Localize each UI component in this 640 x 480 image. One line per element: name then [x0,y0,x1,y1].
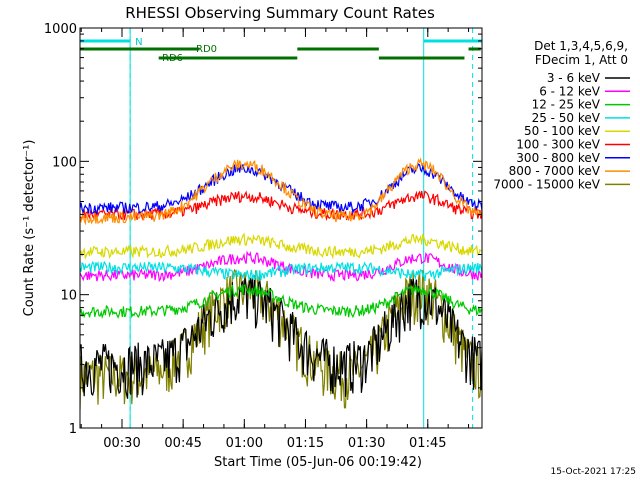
y-tick-label: 1 [69,422,77,437]
x-tick-label: 01:30 [348,436,385,451]
rd0-flag-label: RD0 [196,44,217,55]
night-flag-label: N [135,37,142,48]
legend-title-line-1: Det 1,3,4,5,6,9, [534,39,628,53]
series-line [80,232,482,260]
series-line [80,157,482,226]
legend-label: 800 - 7000 keV [509,164,601,178]
axes-layer: 00:30 00:45 01:00 01:15 01:30 01:45 1 10 100 1000 [44,22,482,451]
chart-title: RHESSI Observing Summary Count Rates [125,4,435,22]
x-tick-label: 01:00 [226,436,263,451]
series-line [80,260,482,282]
series-line [80,250,482,283]
x-tick-label: 01:45 [409,436,446,451]
legend-title-line-2: FDecim 1, Att 0 [535,53,628,67]
x-axis-label: Start Time (05-Jun-06 00:19:42) [214,455,422,470]
legend-label: 25 - 50 keV [532,111,601,125]
series-line [80,163,482,215]
y-tick-label: 100 [52,155,77,170]
legend-label: 7000 - 15000 keV [493,177,600,191]
legend-label: 6 - 12 keV [539,84,601,98]
x-tick-label: 01:15 [287,436,324,451]
y-tick-label: 10 [60,289,77,304]
series-line [80,284,482,319]
plot-frame [79,27,483,429]
flags-layer: N RD0 RD6 [80,28,482,428]
footer-timestamp: 15-Oct-2021 17:25 [551,467,636,477]
legend-label: 12 - 25 keV [532,98,601,112]
y-tick-label: 1000 [44,22,77,37]
legend-label: 100 - 300 keV [516,138,600,152]
series-layer [80,157,482,410]
rd6-flag-label: RD6 [162,53,183,64]
x-tick-label: 00:45 [164,436,201,451]
x-tick-label: 00:30 [103,436,140,451]
legend-label: 50 - 100 keV [524,124,601,138]
y-axis-label: Count Rate (s⁻¹ detector⁻¹) [22,140,37,317]
legend-label: 300 - 800 keV [516,151,600,165]
legend-label: 3 - 6 keV [547,71,601,85]
